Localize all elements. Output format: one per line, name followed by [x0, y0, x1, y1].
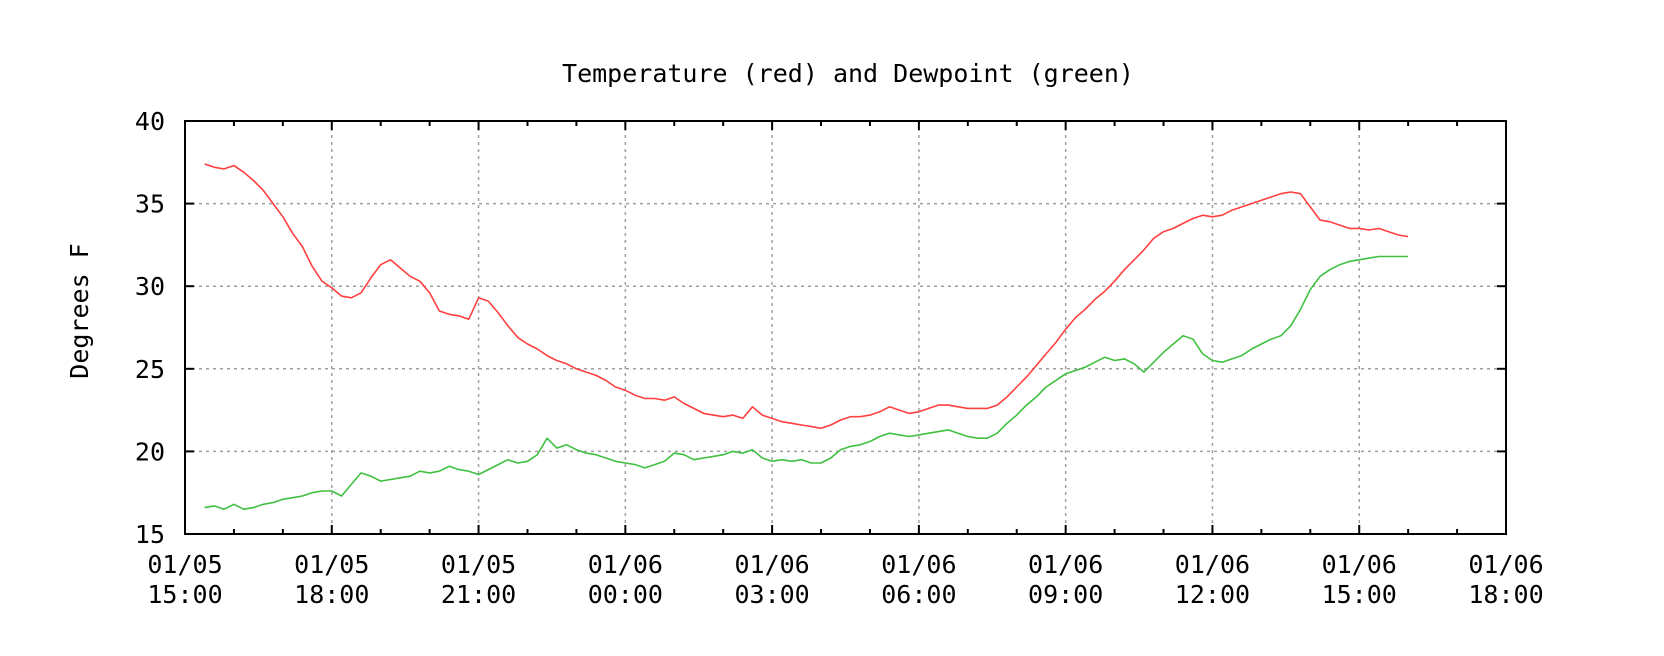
- x-tick-label-time: 06:00: [881, 580, 956, 609]
- x-tick-label-date: 01/05: [441, 550, 516, 579]
- series-line-dewpoint: [204, 255, 1409, 511]
- x-tick-label-date: 01/05: [147, 550, 222, 579]
- grid-layer: [185, 121, 1506, 534]
- x-tick-label-time: 12:00: [1175, 580, 1250, 609]
- x-tick-label-date: 01/06: [1028, 550, 1103, 579]
- chart-title: Temperature (red) and Dewpoint (green): [562, 59, 1134, 88]
- x-tick-label-date: 01/06: [588, 550, 663, 579]
- y-tick-label: 40: [135, 107, 165, 136]
- x-tick-label-time: 21:00: [441, 580, 516, 609]
- x-tick-label-time: 18:00: [1468, 580, 1543, 609]
- y-tick-label: 30: [135, 272, 165, 301]
- series-layer: [204, 163, 1409, 511]
- series-line-temperature: [204, 163, 1409, 430]
- x-tick-label-time: 15:00: [1322, 580, 1397, 609]
- x-tick-label-time: 00:00: [588, 580, 663, 609]
- tick-layer: 15202530354001/0515:0001/0518:0001/0521:…: [135, 107, 1544, 609]
- x-tick-label-time: 09:00: [1028, 580, 1103, 609]
- x-tick-label-time: 15:00: [147, 580, 222, 609]
- x-tick-label-time: 18:00: [294, 580, 369, 609]
- x-tick-label-date: 01/06: [1468, 550, 1543, 579]
- x-tick-label-time: 03:00: [734, 580, 809, 609]
- y-tick-label: 35: [135, 190, 165, 219]
- plot-frame: [184, 120, 1507, 535]
- x-tick-label-date: 01/06: [1175, 550, 1250, 579]
- x-tick-label-date: 01/06: [734, 550, 809, 579]
- y-tick-label: 25: [135, 355, 165, 384]
- x-tick-label-date: 01/05: [294, 550, 369, 579]
- y-tick-label: 15: [135, 520, 165, 549]
- y-axis-label: Degrees F: [65, 243, 94, 378]
- x-tick-label-date: 01/06: [881, 550, 956, 579]
- x-tick-label-date: 01/06: [1322, 550, 1397, 579]
- y-tick-label: 20: [135, 437, 165, 466]
